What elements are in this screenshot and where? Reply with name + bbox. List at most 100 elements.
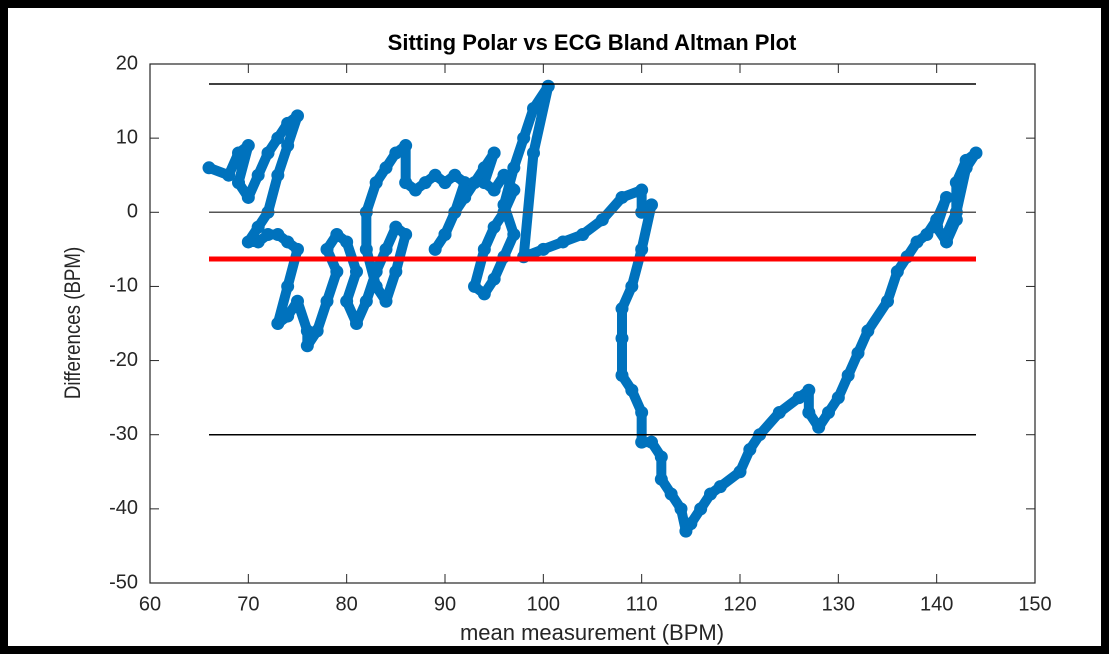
point bbox=[635, 183, 649, 197]
point bbox=[930, 220, 944, 234]
point bbox=[851, 346, 865, 360]
point bbox=[340, 294, 354, 308]
point bbox=[959, 153, 973, 167]
y-tick-label: -10 bbox=[109, 275, 138, 297]
point bbox=[428, 242, 442, 256]
point bbox=[940, 235, 953, 249]
point bbox=[281, 279, 295, 293]
y-tick-label: 0 bbox=[127, 201, 138, 223]
point bbox=[733, 465, 747, 479]
point bbox=[379, 161, 393, 175]
point bbox=[271, 317, 285, 330]
point bbox=[251, 220, 265, 234]
point bbox=[379, 242, 393, 256]
point bbox=[625, 383, 639, 397]
point bbox=[389, 220, 403, 234]
point bbox=[330, 228, 344, 242]
point bbox=[654, 450, 668, 464]
point bbox=[772, 405, 786, 419]
point bbox=[291, 109, 304, 123]
x-tick-label: 130 bbox=[822, 593, 855, 615]
x-tick-label: 100 bbox=[527, 593, 560, 615]
point bbox=[743, 443, 757, 457]
point bbox=[615, 368, 629, 382]
point bbox=[291, 242, 304, 256]
point bbox=[949, 176, 963, 190]
point bbox=[635, 405, 649, 419]
x-axis-label: mean measurement (BPM) bbox=[460, 620, 724, 645]
point bbox=[261, 146, 275, 160]
y-tick-label: 10 bbox=[116, 126, 138, 148]
point bbox=[507, 161, 521, 175]
x-tick-label: 60 bbox=[139, 593, 161, 615]
point bbox=[320, 242, 334, 256]
point bbox=[645, 198, 658, 212]
point bbox=[556, 235, 570, 249]
point bbox=[359, 294, 373, 308]
point bbox=[320, 294, 334, 308]
point bbox=[468, 279, 481, 293]
point bbox=[202, 161, 216, 175]
point bbox=[222, 168, 236, 182]
point bbox=[350, 265, 363, 279]
point bbox=[802, 405, 816, 419]
point bbox=[831, 391, 845, 405]
point bbox=[369, 265, 383, 279]
point bbox=[389, 146, 403, 160]
point bbox=[841, 368, 855, 382]
point bbox=[497, 198, 511, 212]
point bbox=[281, 309, 295, 323]
chart-title: Sitting Polar vs ECG Bland Altman Plot bbox=[388, 30, 797, 55]
point bbox=[438, 228, 452, 242]
y-tick-label: -40 bbox=[109, 497, 138, 519]
y-axis-label: Differences (BPM) bbox=[61, 247, 85, 399]
point bbox=[448, 168, 462, 182]
x-tick-label: 70 bbox=[237, 593, 259, 615]
point bbox=[271, 131, 285, 145]
point bbox=[350, 317, 363, 330]
point bbox=[890, 265, 904, 279]
point bbox=[595, 213, 609, 227]
point bbox=[664, 487, 678, 501]
point bbox=[438, 176, 452, 190]
point bbox=[271, 228, 285, 242]
point bbox=[399, 176, 413, 190]
point bbox=[281, 139, 295, 153]
point bbox=[330, 265, 344, 279]
point bbox=[310, 324, 324, 338]
point bbox=[812, 420, 826, 434]
y-tick-label: -30 bbox=[109, 423, 138, 445]
point bbox=[615, 190, 629, 204]
y-tick-label: -20 bbox=[109, 349, 138, 371]
point bbox=[468, 176, 481, 190]
point bbox=[536, 242, 550, 256]
point bbox=[399, 228, 413, 242]
point bbox=[713, 480, 727, 494]
point bbox=[369, 279, 383, 293]
point bbox=[281, 235, 295, 249]
point bbox=[541, 79, 555, 93]
point bbox=[241, 190, 255, 204]
point bbox=[458, 176, 472, 190]
point bbox=[487, 220, 501, 234]
point bbox=[654, 472, 668, 486]
point bbox=[281, 116, 295, 130]
plot-area bbox=[150, 64, 1035, 583]
point bbox=[949, 213, 963, 227]
x-tick-label: 120 bbox=[723, 593, 756, 615]
point bbox=[487, 146, 501, 160]
point bbox=[615, 331, 629, 345]
point bbox=[527, 101, 540, 115]
y-tick-label: -50 bbox=[109, 571, 138, 593]
point bbox=[409, 183, 422, 197]
point bbox=[487, 183, 501, 197]
point bbox=[300, 339, 314, 353]
point bbox=[340, 235, 354, 249]
point bbox=[487, 272, 501, 286]
point bbox=[635, 435, 649, 449]
point bbox=[241, 235, 255, 249]
point bbox=[930, 213, 944, 227]
point bbox=[477, 161, 491, 175]
point bbox=[477, 242, 491, 256]
